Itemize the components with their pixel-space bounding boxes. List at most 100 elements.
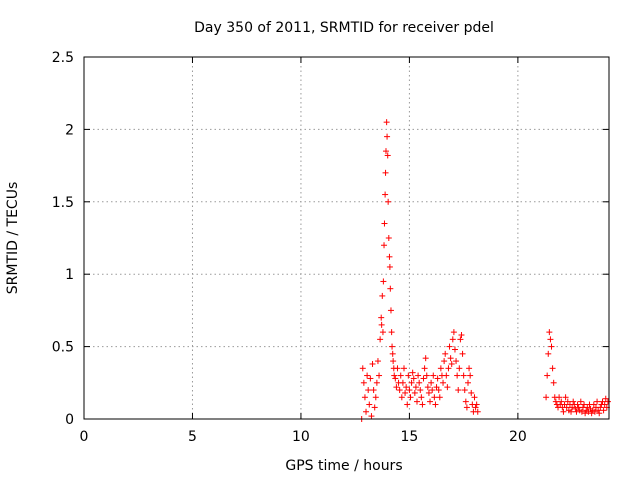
data-point: [378, 314, 385, 321]
data-point: [604, 398, 611, 405]
data-point: [440, 379, 447, 386]
data-point: [370, 387, 377, 394]
data-point: [381, 242, 388, 249]
data-point: [380, 278, 387, 285]
data-point: [463, 404, 470, 411]
data-point: [393, 384, 400, 391]
y-tick-label: 0.5: [52, 340, 74, 356]
data-point: [385, 198, 392, 205]
data-point: [361, 394, 368, 401]
y-tick-label: 0: [65, 412, 74, 428]
data-point: [432, 401, 439, 408]
data-point: [365, 387, 372, 394]
data-point: [410, 375, 417, 382]
data-point: [443, 372, 450, 379]
data-point: [473, 401, 480, 408]
data-point: [552, 398, 559, 405]
data-point: [416, 379, 423, 386]
data-point: [464, 379, 471, 386]
data-point: [368, 413, 375, 420]
data-point: [441, 358, 448, 365]
data-point: [448, 360, 455, 367]
data-point: [435, 387, 442, 394]
data-point: [458, 332, 465, 339]
data-point: [387, 285, 394, 292]
data-point: [451, 346, 458, 353]
data-point: [418, 394, 425, 401]
data-point: [366, 401, 373, 408]
data-point: [572, 405, 579, 412]
data-point: [461, 387, 468, 394]
data-point: [466, 365, 473, 372]
data-point: [404, 401, 411, 408]
data-point: [422, 355, 429, 362]
data-point: [550, 379, 557, 386]
data-point: [430, 372, 437, 379]
x-tick-label: 15: [400, 429, 418, 445]
data-point: [388, 329, 395, 336]
x-tick-label: 10: [292, 429, 310, 445]
data-point: [591, 408, 598, 415]
data-point: [581, 401, 588, 408]
data-point: [415, 372, 422, 379]
axis-ticks: 0 5 10 15 20 0 0.5 1 1.5 2 2.5: [52, 50, 609, 445]
data-point: [419, 401, 426, 408]
data-point: [545, 350, 552, 357]
plot-frame: [83, 56, 610, 420]
data-point: [560, 408, 567, 415]
x-tick-label: 20: [509, 429, 527, 445]
data-point: [386, 263, 393, 270]
data-point: [398, 394, 405, 401]
data-point: [596, 410, 603, 417]
data-point: [384, 133, 391, 140]
data-point: [453, 358, 460, 365]
data-point: [412, 384, 419, 391]
data-point: [562, 394, 569, 401]
data-point: [396, 387, 403, 394]
data-point: [444, 384, 451, 391]
data-point: [364, 372, 371, 379]
data-point: [385, 235, 392, 241]
data-point: [417, 387, 424, 394]
data-point: [367, 375, 374, 382]
data-point: [582, 410, 589, 417]
data-point: [402, 389, 409, 396]
data-point: [420, 375, 427, 382]
data-point: [431, 394, 438, 401]
data-point: [389, 343, 396, 350]
data-point: [408, 379, 415, 386]
data-point: [414, 398, 421, 405]
data-point: [387, 307, 394, 314]
data-point: [424, 384, 431, 391]
data-point: [359, 365, 366, 372]
data-point: [459, 350, 466, 357]
data-point: [450, 329, 457, 336]
data-point: [549, 365, 556, 372]
data-point: [456, 365, 463, 372]
data-point: [556, 394, 563, 401]
data-point: [578, 408, 585, 415]
chart-title: Day 350 of 2011, SRMTID for receiver pde…: [194, 20, 494, 36]
data-point: [374, 358, 381, 365]
data-point: [454, 372, 461, 379]
data-point: [405, 372, 412, 379]
data-point: [382, 191, 389, 198]
data-point: [462, 398, 469, 405]
data-point: [376, 372, 383, 379]
data-point: [428, 379, 435, 386]
data-point: [446, 343, 453, 350]
data-point: [400, 365, 407, 372]
data-point: [409, 369, 416, 376]
data-point: [558, 398, 565, 405]
data-point: [437, 365, 444, 372]
data-point: [394, 365, 401, 372]
data-point: [546, 329, 553, 336]
data-point: [425, 389, 432, 396]
data-point: [445, 365, 452, 372]
y-tick-label: 1: [65, 267, 74, 283]
data-point: [442, 350, 449, 357]
data-point: [381, 220, 388, 227]
data-point: [434, 375, 441, 382]
data-point: [427, 398, 434, 405]
data-point: [574, 401, 581, 408]
